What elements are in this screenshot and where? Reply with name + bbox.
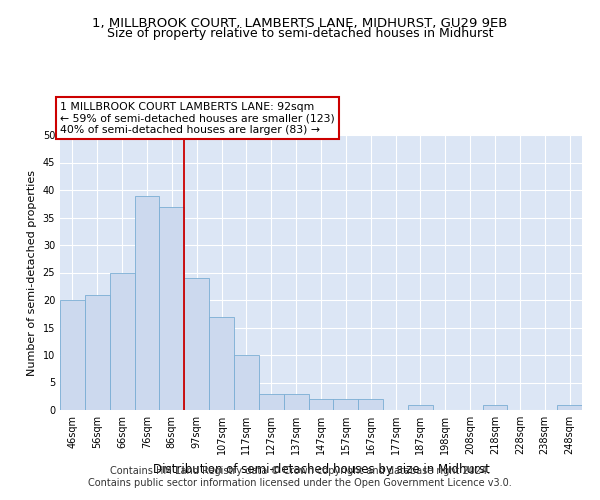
Bar [284,394,308,410]
Bar [110,272,134,410]
Bar [358,399,383,410]
Bar [160,206,184,410]
Bar [557,404,582,410]
Text: 1, MILLBROOK COURT, LAMBERTS LANE, MIDHURST, GU29 9EB: 1, MILLBROOK COURT, LAMBERTS LANE, MIDHU… [92,18,508,30]
Bar [482,404,508,410]
Bar [85,294,110,410]
Text: Size of property relative to semi-detached houses in Midhurst: Size of property relative to semi-detach… [107,28,493,40]
Bar [60,300,85,410]
Text: 1 MILLBROOK COURT LAMBERTS LANE: 92sqm
← 59% of semi-detached houses are smaller: 1 MILLBROOK COURT LAMBERTS LANE: 92sqm ←… [60,102,335,135]
Text: Contains HM Land Registry data © Crown copyright and database right 2024.
Contai: Contains HM Land Registry data © Crown c… [88,466,512,487]
Y-axis label: Number of semi-detached properties: Number of semi-detached properties [27,170,37,376]
Bar [308,399,334,410]
X-axis label: Distribution of semi-detached houses by size in Midhurst: Distribution of semi-detached houses by … [152,462,490,475]
Bar [184,278,209,410]
Bar [209,316,234,410]
Bar [408,404,433,410]
Bar [334,399,358,410]
Bar [234,355,259,410]
Bar [134,196,160,410]
Bar [259,394,284,410]
